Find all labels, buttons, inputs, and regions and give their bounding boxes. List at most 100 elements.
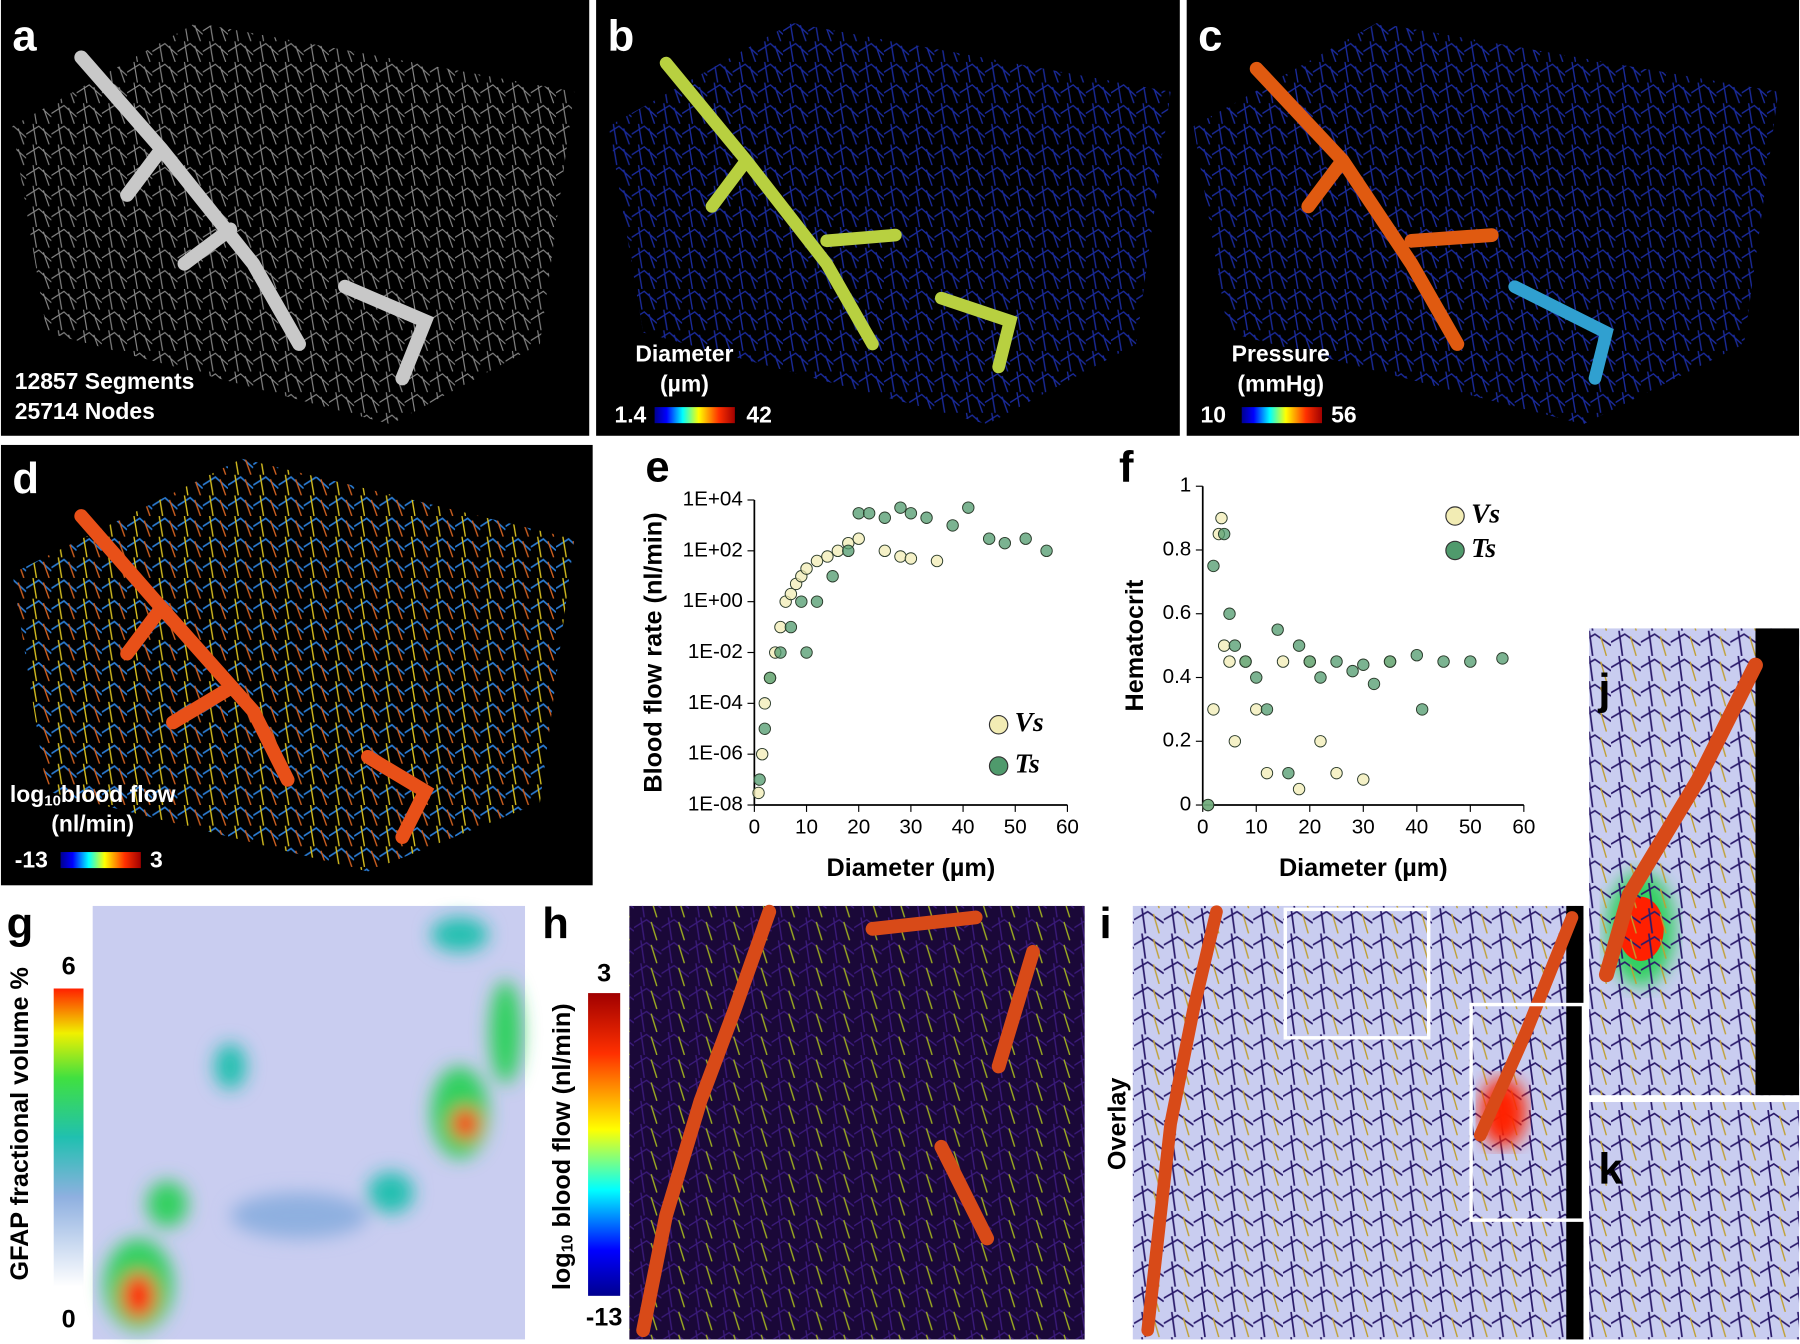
colorbar <box>654 407 735 424</box>
panel-label: f <box>1119 444 1134 492</box>
point <box>842 544 855 558</box>
point <box>1260 703 1274 716</box>
vessel-network <box>12 458 575 872</box>
vessel <box>636 904 1040 1338</box>
point <box>962 501 975 514</box>
y-tick-label: 0.8 <box>1163 537 1192 560</box>
point <box>1276 655 1290 668</box>
legend-marker <box>1445 540 1465 561</box>
x-tick-label: 60 <box>1056 815 1079 838</box>
colorbar-title: log10 blood flow (nl/min) <box>548 1003 577 1290</box>
colorbar-min: -13 <box>586 1303 622 1331</box>
side-title: Overlay <box>1104 1078 1132 1171</box>
point <box>1303 655 1316 668</box>
point <box>1217 639 1231 652</box>
point <box>1330 655 1343 668</box>
panel-label: h <box>542 900 569 948</box>
image-edge <box>1755 628 1800 1096</box>
point <box>1250 703 1263 716</box>
colorbar-title: (µm) <box>660 370 709 396</box>
x-tick-label: 40 <box>1405 815 1428 838</box>
panel-label: b <box>608 13 635 61</box>
point <box>795 595 808 608</box>
y-tick-label: 0.4 <box>1163 665 1192 688</box>
vessel <box>1508 280 1614 385</box>
legend-label: Vs <box>1015 706 1044 737</box>
legend-label: Ts <box>1015 747 1040 778</box>
point <box>894 550 907 563</box>
legend-marker <box>1445 506 1465 526</box>
colorbar-title: Pressure <box>1232 341 1330 367</box>
point <box>810 595 824 608</box>
legend-marker <box>988 756 1009 776</box>
point <box>774 620 787 634</box>
point <box>1330 766 1343 780</box>
x-tick-label: 40 <box>952 815 975 838</box>
heatmap-blobs <box>104 917 522 1331</box>
x-tick-label: 0 <box>1197 815 1208 838</box>
x-tick-label: 30 <box>1352 815 1375 838</box>
image-edge <box>1566 905 1584 1340</box>
inset-box <box>1469 1002 1586 1222</box>
point <box>1357 658 1370 671</box>
point <box>1464 655 1477 668</box>
panel-h: h 3 -13 log10 blood flow (nl/min) <box>542 900 1085 1340</box>
colorbar <box>53 988 84 1287</box>
vessel-network <box>1589 1102 1800 1340</box>
vessel-network <box>629 905 1085 1340</box>
colorbar <box>60 852 141 869</box>
point <box>1223 655 1236 668</box>
x-tick-label: 50 <box>1004 815 1027 838</box>
x-axis-label: Diameter (µm) <box>1279 854 1448 882</box>
panel-label: g <box>7 900 34 948</box>
x-tick-label: 50 <box>1459 815 1482 838</box>
x-axis-label: Diameter (µm) <box>827 854 996 882</box>
point <box>904 507 918 520</box>
point <box>784 620 798 634</box>
point <box>1228 735 1242 748</box>
point <box>1282 766 1295 780</box>
y-tick-label: 1E-06 <box>688 742 743 765</box>
colorbar <box>588 993 621 1296</box>
y-tick-label: 1E+02 <box>683 538 743 561</box>
colorbar-min: -13 <box>15 846 48 872</box>
colorbar-min: 1.4 <box>614 401 646 427</box>
colorbar-unit: (nl/min) <box>51 811 134 837</box>
panel-label: c <box>1198 13 1222 61</box>
panel-g: g 6 0 GFAP fractional volume % <box>6 900 526 1340</box>
colorbar-title: Diameter <box>635 341 733 367</box>
vessel <box>659 56 1018 374</box>
panel-c: c Pressure (mmHg) 10 56 <box>1186 0 1800 436</box>
point <box>1314 671 1327 684</box>
point <box>1223 607 1236 620</box>
text-part: log <box>548 1252 576 1290</box>
point <box>982 532 996 545</box>
point <box>862 507 876 520</box>
vessel <box>1141 905 1579 1337</box>
vessel-network <box>608 22 1171 425</box>
panel-label: a <box>12 13 37 61</box>
point <box>904 552 918 565</box>
point <box>1292 639 1306 652</box>
point <box>810 554 824 568</box>
y-tick-label: 1E-08 <box>688 792 743 815</box>
point <box>1040 544 1053 558</box>
vessel-network <box>1193 22 1779 425</box>
point <box>1019 532 1032 545</box>
subscript: 10 <box>44 794 61 810</box>
point <box>1292 782 1306 796</box>
panel-label: i <box>1100 900 1112 948</box>
point <box>1215 511 1228 525</box>
x-tick-label: 20 <box>1298 815 1321 838</box>
colorbar-min: 10 <box>1200 401 1225 427</box>
point <box>1437 655 1450 668</box>
y-tick-label: 1E+04 <box>683 487 743 510</box>
legend-label: Vs <box>1471 497 1500 528</box>
point <box>753 773 766 786</box>
y-tick-label: 1E+00 <box>683 589 743 612</box>
y-axis-label: Blood flow rate (nl/min) <box>639 512 667 792</box>
point <box>1410 648 1423 662</box>
point <box>758 697 771 710</box>
panel-d: d log10blood flow (nl/min) -13 3 <box>0 444 593 886</box>
y-tick-label: 0.6 <box>1163 601 1192 624</box>
